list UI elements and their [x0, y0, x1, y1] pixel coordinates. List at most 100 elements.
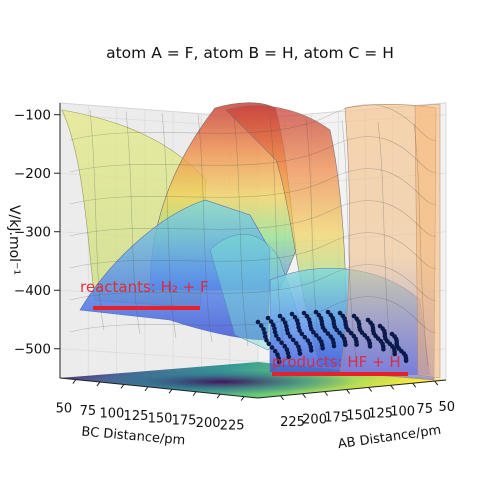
trajectory-point: [289, 311, 295, 317]
bc-tick-4: [168, 389, 173, 394]
bc-tick-label-0: 50: [56, 402, 73, 417]
trajectory-point: [255, 319, 261, 325]
ab-tick-0: [280, 395, 284, 401]
trajectory-point: [311, 329, 316, 335]
trajectory-point: [272, 348, 278, 354]
ab-tick-label-3: 150: [346, 409, 371, 424]
trajectory-point: [381, 346, 386, 352]
trajectory-point: [279, 340, 284, 346]
trajectory-point: [305, 338, 311, 343]
trajectory-point: [282, 343, 288, 349]
trajectory-point: [284, 347, 290, 353]
trajectory-point: [403, 358, 409, 364]
trajectory-point: [285, 351, 291, 356]
bc-tick-label-4: 150: [148, 411, 173, 426]
trajectory-point: [261, 327, 266, 332]
trajectory-point: [313, 309, 319, 315]
ab-tick-3: [346, 389, 351, 394]
trajectory-point: [309, 348, 314, 353]
ab-tick-label-2: 175: [324, 411, 349, 426]
trajectory-point: [337, 330, 342, 336]
trajectory-point: [392, 351, 398, 357]
trajectory-point: [297, 351, 303, 356]
trajectory-point: [292, 315, 298, 320]
bc-tick-label-2: 100: [100, 406, 125, 421]
reactants-label: reactants: H₂ + F: [80, 278, 209, 296]
products-label: products: HF + H: [272, 353, 401, 371]
trajectory-point: [287, 334, 293, 339]
bc-tick-label-5: 175: [172, 414, 197, 429]
ab-tick-2: [324, 391, 329, 396]
ab-tick-5: [390, 384, 395, 390]
bc-tick-0: [72, 379, 77, 384]
trajectory-point: [277, 313, 283, 319]
trajectory-point: [272, 329, 278, 335]
reaction-trajectory: [255, 309, 409, 365]
trajectory-point: [293, 341, 299, 346]
trajectory-point: [275, 352, 280, 358]
trajectory-point: [271, 322, 276, 328]
trajectory-point: [302, 334, 308, 340]
bc-tick-label-3: 125: [124, 409, 149, 424]
ab-tick-7: [434, 380, 439, 386]
trajectory-point: [286, 354, 292, 360]
z-tick-label-1: −200: [14, 166, 51, 182]
bc-tick-6: [216, 393, 221, 399]
trajectory-point: [285, 330, 291, 336]
z-tick-label-3: −400: [14, 283, 51, 299]
trajectory-point: [276, 336, 281, 342]
ab-tick-6: [412, 382, 417, 388]
trajectory-point: [272, 326, 277, 331]
trajectory-point: [263, 334, 268, 339]
bc-tick-label-1: 75: [80, 404, 97, 419]
trajectory-point: [290, 337, 296, 343]
bc-tick-2: [120, 384, 125, 389]
z-tick-label-4: −500: [14, 342, 51, 358]
trajectory-point: [346, 327, 351, 333]
z-axis-label: V/kJ.mol⁻¹: [6, 205, 22, 275]
ab-axis-label: AB Distance/pm: [337, 423, 442, 452]
trajectory-point: [331, 343, 337, 349]
trajectory-point: [367, 344, 373, 349]
bc-tick-7: [240, 396, 245, 401]
ab-tick-label-7: 50: [438, 400, 455, 415]
ab-tick-label-5: 100: [390, 404, 415, 419]
ab-tick-label-6: 75: [416, 402, 433, 417]
annotations: reactants: H₂ + F products: HF + H: [80, 278, 408, 376]
ab-tick-4: [368, 387, 373, 392]
trajectory-point: [354, 342, 360, 347]
trajectory-point: [299, 331, 305, 337]
trajectory-point: [284, 324, 289, 329]
trajectory-point: [264, 337, 269, 343]
trajectory-point: [276, 356, 281, 361]
trajectory-point: [325, 309, 331, 315]
trajectory-point: [273, 333, 279, 338]
ab-tick-label-1: 200: [302, 413, 327, 428]
trajectory-point: [322, 328, 328, 333]
bc-tick-1: [96, 381, 101, 387]
z-tick-label-0: −100: [14, 108, 51, 124]
bc-tick-label-6: 200: [196, 416, 221, 431]
trajectory-point: [280, 317, 286, 322]
trajectory-point: [337, 310, 343, 316]
trajectory-point: [301, 310, 307, 316]
trajectory-point: [277, 359, 282, 365]
trajectory-point: [297, 347, 302, 353]
trajectory-point: [320, 345, 326, 351]
ab-tick-label-0: 225: [280, 415, 305, 430]
trajectory-point: [269, 345, 275, 350]
trajectory-point: [314, 333, 319, 338]
chart-title: atom A = F, atom B = H, atom C = H: [106, 44, 394, 62]
trajectory-point: [282, 320, 288, 326]
trajectory-point: [268, 319, 274, 324]
trajectory-point: [262, 330, 267, 336]
bc-tick-5: [192, 391, 197, 397]
trajectory-point: [348, 330, 354, 336]
trajectory-point: [334, 327, 340, 333]
trajectory-point: [297, 328, 302, 333]
trajectory-point: [265, 315, 271, 321]
trajectory-point: [325, 331, 331, 336]
z-tick-label-2: −300: [14, 225, 51, 241]
